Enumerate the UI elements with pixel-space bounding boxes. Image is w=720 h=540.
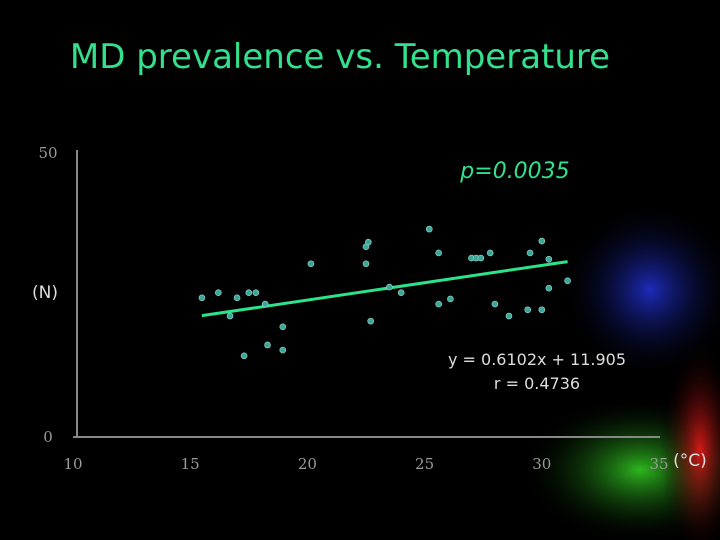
data-point (435, 300, 442, 308)
x-tick-label: 10 (63, 455, 82, 473)
data-point (215, 289, 222, 297)
data-point (477, 254, 485, 262)
data-point (425, 225, 433, 233)
data-point (226, 312, 234, 320)
data-point (362, 260, 370, 268)
x-tick-label: 15 (181, 455, 200, 473)
data-point (261, 300, 269, 308)
data-point (545, 284, 553, 292)
x-tick-label: 20 (298, 455, 317, 473)
background-swirls (520, 200, 720, 540)
data-point (538, 237, 546, 245)
data-point (564, 277, 571, 285)
data-point (367, 317, 374, 325)
p-value: p=0.0035 (459, 159, 569, 184)
data-point (198, 294, 206, 302)
trend-line (201, 260, 568, 318)
x-tick-label: 35 (649, 455, 668, 473)
x-axis-label: (°C) (673, 451, 707, 471)
data-point (264, 341, 271, 349)
data-point (491, 300, 499, 308)
r-value: r = 0.4736 (494, 374, 580, 393)
data-point (397, 289, 405, 297)
data-point (545, 255, 553, 263)
data-point (252, 289, 260, 297)
data-point (365, 238, 372, 246)
data-point (245, 289, 253, 297)
data-point (307, 260, 315, 268)
x-tick-label: 25 (415, 455, 434, 473)
y-tick-label: 50 (38, 144, 57, 162)
equation: y = 0.6102x + 11.905 (448, 350, 626, 369)
y-axis-label: (N) (32, 283, 58, 303)
data-point (524, 306, 532, 314)
data-point (240, 352, 248, 360)
data-point (486, 249, 494, 257)
data-point (386, 283, 393, 291)
data-point (279, 323, 287, 331)
data-point (447, 295, 454, 303)
x-tick-label: 30 (532, 455, 551, 473)
data-point (435, 249, 442, 257)
data-point (526, 249, 534, 257)
chart-title: MD prevalence vs. Temperature (70, 37, 610, 77)
data-point (505, 312, 513, 320)
data-point (279, 346, 287, 354)
y-tick-label: 0 (43, 428, 53, 446)
data-point (538, 306, 546, 314)
data-point (233, 294, 241, 302)
